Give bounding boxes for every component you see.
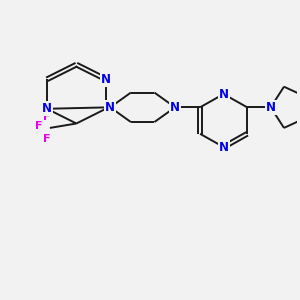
Text: F: F [43,134,50,144]
Text: N: N [219,88,229,100]
Text: N: N [101,73,111,86]
Text: N: N [42,102,52,115]
Text: N: N [219,141,229,154]
Text: N: N [266,101,276,114]
Text: F: F [43,112,50,122]
Text: F: F [35,121,43,130]
Text: N: N [170,101,180,114]
Text: N: N [105,101,115,114]
